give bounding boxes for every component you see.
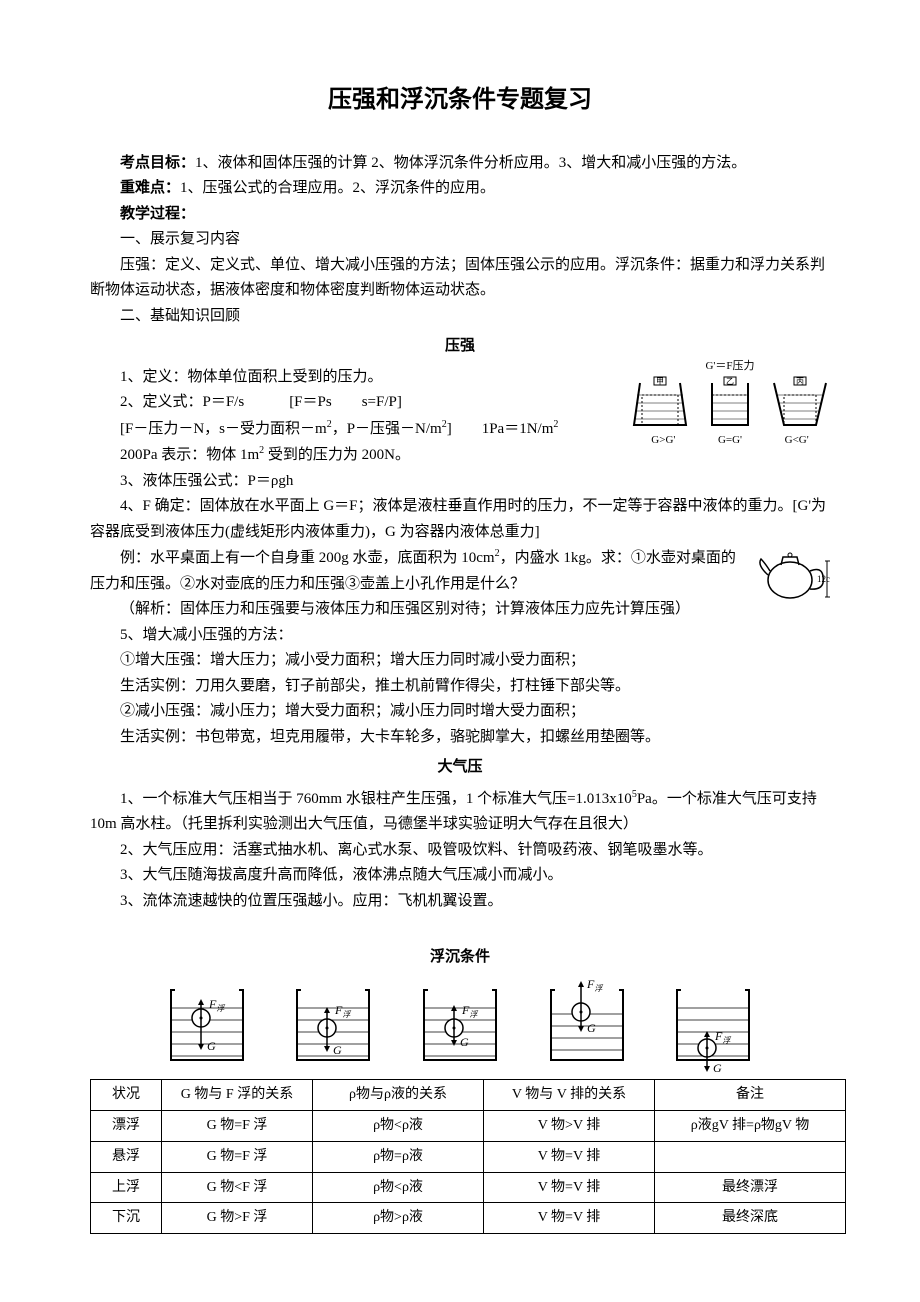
table-cell: 最终深底 <box>655 1203 846 1234</box>
table-header: 备注 <box>655 1080 846 1111</box>
table-header: V 物与 V 排的关系 <box>484 1080 655 1111</box>
table-cell: ρ物>ρ液 <box>313 1203 484 1234</box>
increase-pressure: ①增大压强：增大压力；减小受力面积；增大压力同时减小受力面积； <box>90 648 830 674</box>
beaker-g-label: G <box>207 1039 216 1053</box>
svg-text:F浮: F浮 <box>714 1029 731 1045</box>
analysis-note: （解析：固体压力和压强要与液体压力和压强区别对待；计算液体压力应先计算压强） <box>90 597 830 623</box>
table-header-row: 状况 G 物与 F 浮的关系 ρ物与ρ液的关系 V 物与 V 排的关系 备注 <box>91 1080 846 1111</box>
page-title: 压强和浮沉条件专题复习 <box>90 80 830 121</box>
section1-title: 一、展示复习内容 <box>90 227 830 253</box>
container-diagrams: G'＝F压力 甲 乙 <box>630 357 830 450</box>
beaker-diagrams: F浮 G F浮 G F浮 G F浮 G <box>130 978 790 1073</box>
svg-text:G: G <box>713 1061 722 1073</box>
force-determination: 4、F 确定：固体放在水平面上 G＝F；液体是液柱垂直作用时的压力，不一定等于容… <box>90 494 830 545</box>
svg-text:G: G <box>460 1035 469 1049</box>
section1-body: 压强：定义、定义式、单位、增大减小压强的方法；固体压强公示的应用。浮沉条件：据重… <box>90 253 830 304</box>
container-top-label: G'＝F压力 <box>630 357 830 376</box>
teapot-icon: 12cm <box>755 545 830 605</box>
table-cell: V 物=V 排 <box>484 1141 655 1172</box>
table-cell: G 物>F 浮 <box>162 1203 313 1234</box>
difficulty-line: 重难点：1、压强公式的合理应用。2、浮沉条件的应用。 <box>90 176 830 202</box>
beaker-4-icon: F浮 G <box>537 978 637 1073</box>
beaker-f-label: F浮 <box>208 997 225 1013</box>
teapot-diagram: 12cm <box>755 545 830 615</box>
container-jia-icon: 甲 <box>630 375 690 431</box>
table-cell: 漂浮 <box>91 1111 162 1142</box>
table-cell: ρ物<ρ液 <box>313 1172 484 1203</box>
table-header: ρ物与ρ液的关系 <box>313 1080 484 1111</box>
table-cell: G 物<F 浮 <box>162 1172 313 1203</box>
beaker-3-icon: F浮 G <box>410 978 510 1073</box>
decrease-pressure: ②减小压强：减小压力；增大受力面积；减小压力同时增大受力面积； <box>90 699 830 725</box>
table-cell: ρ液gV 排=ρ物gV 物 <box>655 1111 846 1142</box>
teapot-height-label: 12cm <box>817 574 830 584</box>
beaker-1-icon: F浮 G <box>157 978 257 1073</box>
table-row: 漂浮G 物=F 浮ρ物<ρ液V 物>V 排ρ液gV 排=ρ物gV 物 <box>91 1111 846 1142</box>
atm-standard: 1、一个标准大气压相当于 760mm 水银柱产生压强，1 个标准大气压=1.01… <box>90 786 830 838</box>
svg-text:G: G <box>333 1043 342 1057</box>
process-label: 教学过程： <box>90 202 830 228</box>
table-cell: ρ物<ρ液 <box>313 1111 484 1142</box>
table-header: G 物与 F 浮的关系 <box>162 1080 313 1111</box>
difficulty-label: 重难点： <box>120 180 180 196</box>
svg-text:F浮: F浮 <box>461 1003 478 1019</box>
table-cell <box>655 1141 846 1172</box>
methods-heading: 5、增大减小压强的方法： <box>90 623 830 649</box>
table-cell: G 物=F 浮 <box>162 1111 313 1142</box>
increase-examples: 生活实例：刀用久要磨，钉子前部尖，推土机前臂作得尖，打柱锤下部尖等。 <box>90 674 830 700</box>
float-conditions-table: 状况 G 物与 F 浮的关系 ρ物与ρ液的关系 V 物与 V 排的关系 备注 漂… <box>90 1079 846 1234</box>
svg-text:G: G <box>587 1021 596 1035</box>
goals-text: 1、液体和固体压强的计算 2、物体浮沉条件分析应用。3、增大和减小压强的方法。 <box>195 155 746 171</box>
goals-label: 考点目标： <box>120 155 195 171</box>
table-cell: 悬浮 <box>91 1141 162 1172</box>
container-yi-label: 乙 <box>726 377 734 386</box>
svg-text:F浮: F浮 <box>586 978 603 993</box>
container-label-1: G>G' <box>630 431 697 450</box>
table-header: 状况 <box>91 1080 162 1111</box>
container-jia-label: 甲 <box>656 377 664 386</box>
table-cell: ρ物=ρ液 <box>313 1141 484 1172</box>
teapot-example: 例：水平桌面上有一个自身重 200g 水壶，底面积为 10cm2，内盛水 1kg… <box>90 545 830 597</box>
svg-text:F浮: F浮 <box>334 1003 351 1019</box>
table-cell: 最终漂浮 <box>655 1172 846 1203</box>
container-label-3: G<G' <box>763 431 830 450</box>
difficulty-text: 1、压强公式的合理应用。2、浮沉条件的应用。 <box>180 180 495 196</box>
liquid-pressure-formula: 3、液体压强公式：P＝ρgh <box>90 469 830 495</box>
table-row: 上浮G 物<F 浮ρ物<ρ液V 物=V 排最终漂浮 <box>91 1172 846 1203</box>
atm-altitude: 3、大气压随海拔高度升高而降低，液体沸点随大气压减小而减小。 <box>90 863 830 889</box>
table-cell: V 物=V 排 <box>484 1203 655 1234</box>
container-label-2: G=G' <box>697 431 764 450</box>
float-heading: 浮沉条件 <box>90 945 830 971</box>
table-cell: G 物=F 浮 <box>162 1141 313 1172</box>
table-cell: 下沉 <box>91 1203 162 1234</box>
container-bing-icon: 丙 <box>770 375 830 431</box>
atmosphere-heading: 大气压 <box>90 755 830 781</box>
section2-title: 二、基础知识回顾 <box>90 304 830 330</box>
table-row: 下沉G 物>F 浮ρ物>ρ液V 物=V 排最终深底 <box>91 1203 846 1234</box>
container-bing-label: 丙 <box>796 377 804 386</box>
table-row: 悬浮G 物=F 浮ρ物=ρ液V 物=V 排 <box>91 1141 846 1172</box>
table-cell: V 物=V 排 <box>484 1172 655 1203</box>
beaker-5-icon: F浮 G <box>663 978 763 1073</box>
atm-flow: 3、流体流速越快的位置压强越小。应用：飞机机翼设置。 <box>90 889 830 915</box>
beaker-2-icon: F浮 G <box>283 978 383 1073</box>
container-yi-icon: 乙 <box>700 375 760 431</box>
table-cell: 上浮 <box>91 1172 162 1203</box>
goals-line: 考点目标：1、液体和固体压强的计算 2、物体浮沉条件分析应用。3、增大和减小压强… <box>90 151 830 177</box>
decrease-examples: 生活实例：书包带宽，坦克用履带，大卡车轮多，骆驼脚掌大，扣螺丝用垫圈等。 <box>90 725 830 751</box>
atm-applications: 2、大气压应用：活塞式抽水机、离心式水泵、吸管吸饮料、针筒吸药液、钢笔吸墨水等。 <box>90 838 830 864</box>
table-cell: V 物>V 排 <box>484 1111 655 1142</box>
